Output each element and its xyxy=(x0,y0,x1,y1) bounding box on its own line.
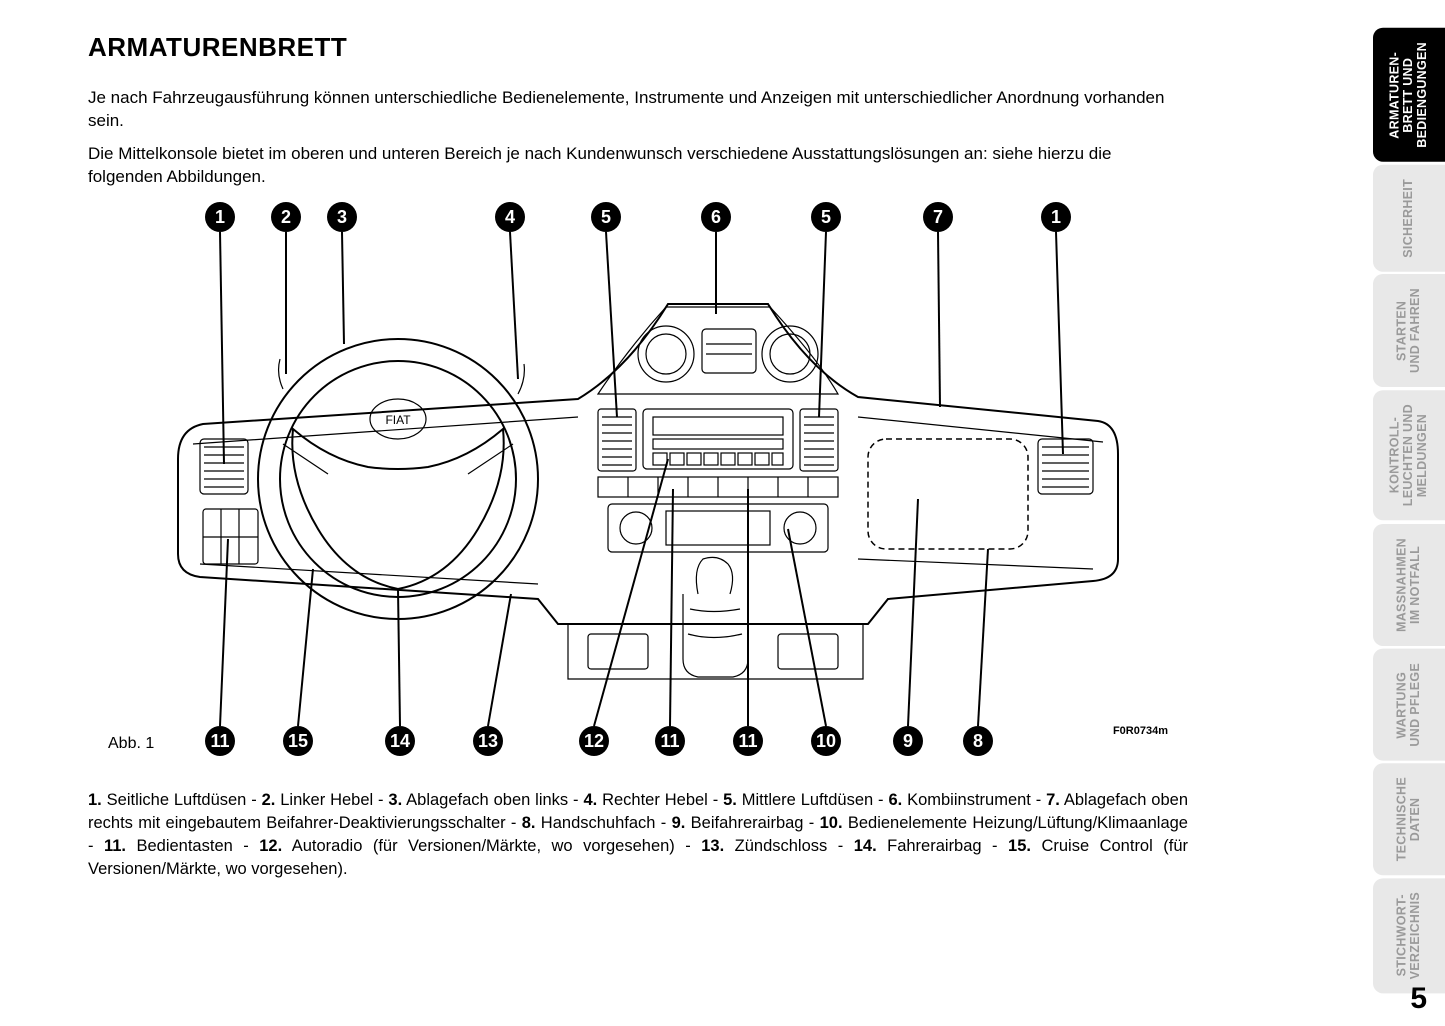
svg-text:11: 11 xyxy=(660,731,679,751)
vent-slats-right xyxy=(804,417,834,465)
steering-hub xyxy=(292,429,503,589)
right-lever xyxy=(518,364,524,394)
radio-slot xyxy=(653,439,783,449)
svg-text:12: 12 xyxy=(584,731,604,751)
svg-text:9: 9 xyxy=(903,731,913,751)
radio-buttons xyxy=(653,453,783,465)
hvac-knob-right xyxy=(784,512,816,544)
dashboard-diagram: FIAT xyxy=(108,199,1168,759)
svg-text:15: 15 xyxy=(288,731,308,751)
center-display xyxy=(702,329,756,373)
intro-paragraph-2: Die Mittelkonsole bietet im oberen und u… xyxy=(88,143,1188,189)
legend: 1. Seitliche Luftdüsen - 2. Linker Hebel… xyxy=(88,789,1188,881)
steering-wheel-inner xyxy=(280,361,516,597)
svg-text:6: 6 xyxy=(711,207,721,227)
sidebar-tabs: ARMATUREN- BRETT UND BEDIENGUNGENSICHERH… xyxy=(1373,28,1445,994)
fiat-logo-text: FIAT xyxy=(385,413,411,427)
page-title: ARMATURENBRETT xyxy=(88,32,1188,63)
sidebar-tab-7[interactable]: STICHWORT- VERZEICHNIS xyxy=(1373,878,1445,993)
svg-text:1: 1 xyxy=(1051,207,1061,227)
svg-text:11: 11 xyxy=(738,731,757,751)
console-panel-right xyxy=(778,634,838,669)
side-vent-right-slats xyxy=(1042,447,1089,487)
center-vent-right xyxy=(800,409,838,471)
svg-text:7: 7 xyxy=(933,207,943,227)
lower-ridge-right xyxy=(858,559,1093,569)
glovebox xyxy=(868,439,1028,549)
page-number: 5 xyxy=(1410,982,1427,1016)
lower-console xyxy=(568,624,863,679)
upper-ridge xyxy=(193,417,1103,444)
svg-text:1: 1 xyxy=(215,207,225,227)
hvac-display xyxy=(666,511,770,545)
sidebar-tab-4[interactable]: MASSNAHMEN IM NOTFALL xyxy=(1373,524,1445,646)
steering-wheel-outer xyxy=(258,339,538,619)
svg-text:4: 4 xyxy=(505,207,515,227)
gear-boot-line2 xyxy=(688,634,742,638)
sidebar-tab-2[interactable]: STARTEN UND FAHREN xyxy=(1373,274,1445,387)
figure-code: F0R0734m xyxy=(1113,725,1168,737)
svg-text:11: 11 xyxy=(210,731,229,751)
dash-outline xyxy=(178,304,1118,624)
sidebar-tab-6[interactable]: TECHNISCHE DATEN xyxy=(1373,763,1445,875)
sidebar-tab-5[interactable]: WARTUNG UND PFLEGE xyxy=(1373,649,1445,761)
radio-display xyxy=(653,417,783,435)
svg-text:10: 10 xyxy=(816,731,836,751)
hvac-knob-left xyxy=(620,512,652,544)
gauge-left-inner xyxy=(646,334,686,374)
sidebar-tab-0[interactable]: ARMATUREN- BRETT UND BEDIENGUNGEN xyxy=(1373,28,1445,162)
gear-knob xyxy=(696,557,732,594)
bottom-callouts: 11 15 14 13 12 11 11 10 9 8 xyxy=(205,459,993,756)
svg-text:5: 5 xyxy=(821,207,831,227)
left-lever xyxy=(279,359,283,389)
gear-boot-line1 xyxy=(690,609,740,612)
center-vent-left xyxy=(598,409,636,471)
svg-text:3: 3 xyxy=(337,207,347,227)
svg-text:5: 5 xyxy=(601,207,611,227)
svg-text:14: 14 xyxy=(390,731,410,751)
diagram-svg: FIAT xyxy=(108,199,1168,759)
svg-text:13: 13 xyxy=(478,731,498,751)
top-callouts: 1 2 3 4 5 6 5 7 1 xyxy=(205,202,1071,464)
svg-text:2: 2 xyxy=(281,207,291,227)
figure-label: Abb. 1 xyxy=(108,735,154,753)
intro-paragraph-1: Je nach Fahrzeugausführung können unters… xyxy=(88,87,1188,133)
svg-text:8: 8 xyxy=(973,731,983,751)
sidebar-tab-1[interactable]: SICHERHEIT xyxy=(1373,165,1445,272)
sidebar-tab-3[interactable]: KONTROLL- LEUCHTEN UND MELDUNGEN xyxy=(1373,390,1445,520)
vent-slats-left xyxy=(602,417,632,465)
